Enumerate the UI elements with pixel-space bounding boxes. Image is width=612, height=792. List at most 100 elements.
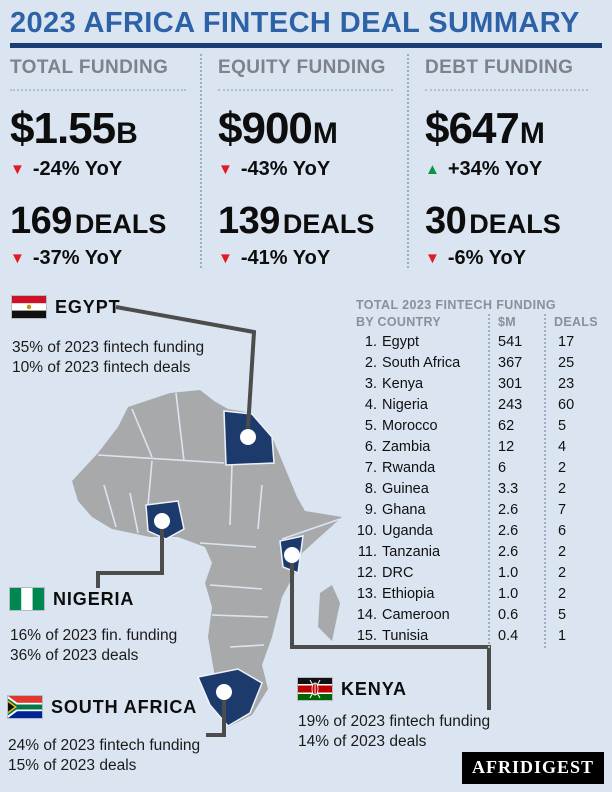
row-amount: 541 (498, 333, 523, 350)
country-borders (97, 392, 341, 648)
kenya-callout-header: KENYA (298, 678, 407, 700)
africa-continent (72, 390, 342, 727)
row-amount: 3.3 (498, 480, 519, 497)
row-rank: 1. (364, 333, 377, 350)
table-divider (488, 314, 490, 648)
south-africa-funding-share: 24% of 2023 fintech funding (8, 737, 201, 754)
funding-table-rows: 1. Egypt 541 17 2. South Africa 367 25 3. Kenya 30… (356, 331, 606, 646)
row-amount: 243 (498, 396, 523, 413)
madagascar (318, 585, 340, 641)
trend-down-icon: ▼ (10, 161, 25, 178)
row-country: Cameroon (382, 606, 450, 623)
south-africa-marker-icon (216, 684, 232, 700)
amount-unit: M (312, 117, 338, 150)
row-amount: 2.6 (498, 522, 519, 539)
table-row: 2. South Africa 367 25 (356, 352, 606, 373)
row-country: Rwanda (382, 459, 436, 476)
row-amount: 301 (498, 375, 523, 392)
header-rule (10, 43, 602, 48)
nigeria-flag-icon (10, 588, 44, 610)
table-row: 8. Guinea 3.3 2 (356, 478, 606, 499)
table-row: 6. Zambia 12 4 (356, 436, 606, 457)
egypt-callout-title: EGYPT (55, 296, 121, 317)
row-deals: 5 (558, 417, 567, 434)
amount-value: $1.55 (10, 104, 116, 153)
change-text: -43% YoY (240, 158, 331, 180)
stat-label: TOTAL FUNDING (10, 54, 186, 91)
kenya-marker-icon (284, 547, 300, 563)
afridigest-logo: AFRIDIGEST (461, 752, 604, 784)
table-row: 9. Ghana 2.6 7 (356, 499, 606, 520)
row-amount: 62 (498, 417, 515, 434)
row-deals: 2 (558, 543, 567, 560)
change-text: -6% YoY (447, 247, 527, 269)
stat-label: DEBT FUNDING (425, 54, 588, 91)
trend-down-icon: ▼ (218, 250, 233, 267)
deals-value: 139 (218, 200, 280, 242)
kenya-funding-share: 19% of 2023 fintech funding (298, 713, 491, 730)
row-amount: 2.6 (498, 501, 519, 518)
row-deals: 4 (558, 438, 567, 455)
egypt-marker-icon (240, 429, 256, 445)
africa-map (72, 305, 491, 737)
row-amount: 0.4 (498, 627, 519, 644)
column-header-amount: $M (498, 315, 516, 329)
row-country: Egypt (382, 333, 420, 350)
table-row: 11. Tanzania 2.6 2 (356, 541, 606, 562)
nigeria-callout-title: NIGERIA (53, 588, 135, 609)
row-rank: 10. (356, 522, 377, 539)
stat-amount-change: ▼ -43% YoY (218, 158, 407, 181)
row-rank: 9. (364, 501, 377, 518)
egypt-flag-icon (12, 296, 46, 318)
nigeria-funding-share: 16% of 2023 fin. funding (10, 627, 178, 644)
row-amount: 6 (498, 459, 507, 476)
deals-label: DEALS (282, 209, 375, 239)
row-country: Nigeria (382, 396, 428, 413)
egypt-callout-stats: 35% of 2023 fintech funding 10% of 2023 … (12, 338, 204, 378)
table-row: 1. Egypt 541 17 (356, 331, 606, 352)
table-row: 3. Kenya 301 23 (356, 373, 606, 394)
south-africa-highlight (196, 668, 263, 727)
stat-deals-change: ▼ -41% YoY (218, 247, 407, 270)
egypt-callout-header: EGYPT (12, 296, 121, 318)
row-rank: 2. (364, 354, 377, 371)
row-rank: 6. (364, 438, 377, 455)
deals-label: DEALS (469, 209, 561, 239)
row-rank: 11. (357, 543, 377, 560)
page-title: 2023 AFRICA FINTECH DEAL SUMMARY (10, 7, 580, 39)
row-deals: 23 (558, 375, 575, 392)
amount-unit: M (519, 117, 545, 150)
column-header-deals: DEALS (554, 315, 598, 329)
amount-value: $647 (425, 104, 520, 153)
row-deals: 25 (558, 354, 575, 371)
stat-amount: $647M (425, 104, 602, 154)
connector-lines (96, 305, 491, 737)
row-deals: 2 (558, 480, 567, 497)
deals-label: DEALS (74, 209, 167, 239)
row-amount: 0.6 (498, 606, 519, 623)
table-row: 4. Nigeria 243 60 (356, 394, 606, 415)
kenya-connector-line (290, 563, 491, 710)
row-deals: 2 (558, 564, 567, 581)
kenya-callout-stats: 19% of 2023 fintech funding 14% of 2023 … (298, 712, 490, 752)
row-rank: 12. (356, 564, 377, 581)
change-text: -24% YoY (32, 158, 123, 180)
stat-amount: $900M (218, 104, 407, 154)
amount-value: $900 (218, 104, 313, 153)
stat-column-equity-funding: EQUITY FUNDING $900M ▼ -43% YoY 139 DEALS… (200, 54, 407, 270)
table-row: 13. Ethiopia 1.0 2 (356, 583, 606, 604)
row-deals: 17 (558, 333, 575, 350)
stat-deals-change: ▼ -6% YoY (425, 247, 602, 270)
change-text: -41% YoY (240, 247, 331, 269)
funding-table: TOTAL 2023 FINTECH FUNDING BY COUNTRY $M… (356, 298, 606, 648)
row-rank: 3. (364, 375, 377, 392)
nigeria-connector-line (96, 529, 164, 588)
table-row: 12. DRC 1.0 2 (356, 562, 606, 583)
row-country: Morocco (382, 417, 438, 434)
row-country: South Africa (382, 354, 461, 371)
row-deals: 2 (558, 459, 567, 476)
deals-value: 169 (10, 200, 72, 242)
row-rank: 8. (364, 480, 377, 497)
amount-unit: B (116, 117, 138, 150)
